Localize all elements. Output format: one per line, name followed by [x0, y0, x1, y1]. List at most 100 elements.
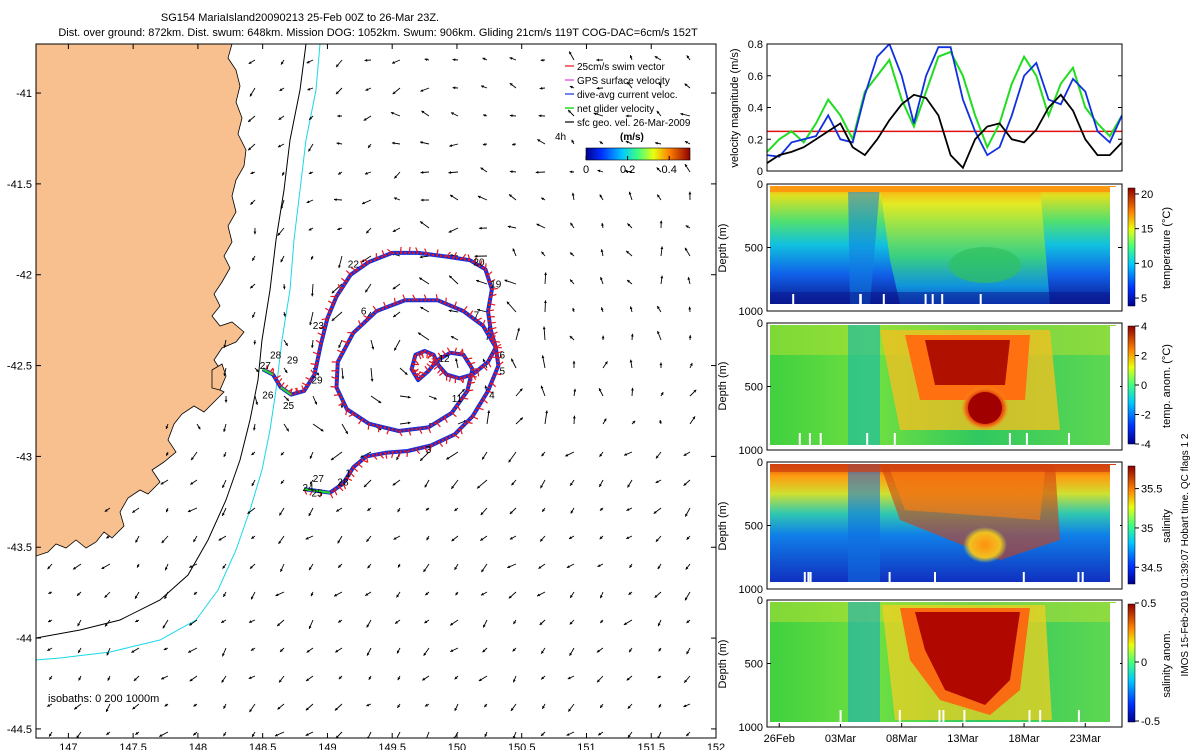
swim-vector	[398, 451, 402, 458]
geo-velocity-arrow-head	[540, 385, 544, 389]
geo-velocity-arrow-head	[686, 620, 690, 624]
geo-velocity-arrow-head	[483, 624, 486, 628]
section-depth-tick-label: 1000	[739, 722, 763, 734]
geo-velocity-arrow-head	[308, 227, 312, 231]
swim-vector	[437, 368, 442, 374]
geo-velocity-arrow-head	[632, 420, 636, 424]
geo-velocity-arrow-head	[566, 733, 570, 736]
geo-velocity-arrow-head	[450, 112, 454, 115]
section-depth-tick-label: 500	[745, 521, 763, 533]
geo-velocity-arrow-head	[159, 734, 163, 737]
legend-dac: dive-avg current veloc.	[577, 90, 678, 101]
missing-data-gap	[798, 433, 801, 447]
geo-velocity-arrow-head	[508, 459, 512, 463]
geo-velocity-arrow-head	[626, 536, 630, 539]
colorbar-tick-label: 10	[1141, 258, 1153, 270]
geo-velocity-arrow-head	[461, 389, 465, 392]
geo-velocity-arrow-head	[364, 171, 368, 175]
swim-vector	[484, 263, 487, 270]
swim-vector	[487, 361, 492, 368]
swim-vector	[342, 483, 347, 490]
geo-velocity-arrow-head	[421, 110, 425, 114]
map-y-tick-label: -43	[16, 451, 32, 463]
geo-velocity-arrow-head	[684, 83, 688, 87]
geo-velocity-arrow-head	[519, 417, 523, 421]
geo-velocity-arrow-head	[448, 171, 452, 174]
swim-vector	[429, 445, 432, 452]
geo-velocity-arrow-head	[454, 566, 458, 570]
geo-velocity-arrow-head	[569, 51, 572, 55]
geo-velocity-arrow-head	[511, 482, 515, 486]
swim-vector	[431, 358, 436, 364]
geo-velocity-arrow-head	[688, 335, 692, 338]
geo-velocity-arrow-head	[345, 430, 348, 434]
geo-velocity-arrow-head	[627, 223, 631, 227]
geo-velocity-arrow-head	[249, 565, 253, 569]
swim-vector	[327, 300, 334, 305]
geo-velocity-arrow-head	[519, 388, 523, 392]
colorbar-tick-label: 35.5	[1141, 484, 1162, 496]
geo-velocity-arrow-head	[541, 251, 545, 255]
geo-velocity-arrow-head	[331, 318, 335, 321]
geo-velocity-arrow-head	[335, 649, 339, 653]
geo-velocity-arrow-head	[597, 564, 601, 567]
geo-velocity-arrow-head	[397, 677, 401, 681]
missing-data-gap	[807, 572, 810, 586]
swim-vector	[435, 421, 441, 428]
geo-velocity-arrow-head	[507, 225, 511, 229]
geo-velocity-arrow-head	[363, 484, 367, 488]
geo-velocity-arrow-head	[539, 86, 543, 90]
map-colorbar-tick-label: 0.4	[662, 164, 677, 176]
swim-vector	[491, 287, 498, 290]
swim-vector	[315, 339, 322, 345]
geo-velocity-arrow-head	[626, 677, 630, 681]
geo-velocity-arrow-head	[510, 707, 514, 711]
geo-velocity-arrow-head	[599, 194, 603, 198]
geo-velocity-arrow-head	[506, 301, 510, 305]
swim-vector	[459, 428, 463, 435]
salinity-colorbar	[1127, 465, 1136, 585]
geo-velocity-arrow	[396, 731, 401, 738]
missing-data-gap	[1110, 603, 1120, 725]
geo-velocity-arrow-head	[474, 254, 478, 258]
temp-anomaly-panel: 0 500 1000 Depth (m) 4 2 0 -2 -4 temp. anom. (…	[717, 318, 1173, 457]
date-tick-label: 13Mar	[947, 733, 979, 745]
swim-vector	[417, 375, 423, 381]
geo-velocity-arrow-head	[446, 456, 450, 460]
geo-velocity-arrow-head	[396, 457, 399, 461]
geo-velocity-arrow	[367, 731, 372, 738]
geo-velocity-arrow-head	[396, 650, 400, 654]
missing-data-gap	[941, 294, 944, 308]
geo-velocity-arrow-head	[484, 385, 488, 389]
swim-vector	[363, 258, 370, 263]
geo-velocity-arrow-head	[131, 649, 135, 653]
geo-velocity-arrow-head	[392, 229, 396, 232]
geo-velocity-arrow-head	[248, 620, 252, 623]
colorbar-unit: (m/s)	[620, 132, 644, 143]
map-x-tick-label: 148.5	[249, 742, 277, 750]
velocity-background	[767, 44, 1122, 171]
track-day-label: 11	[452, 394, 463, 405]
geo-velocity-arrow-head	[570, 222, 574, 226]
geo-velocity-arrow-head	[248, 147, 252, 151]
swim-vector-track	[262, 251, 500, 494]
geo-velocity-arrow-head	[397, 704, 401, 708]
geo-velocity-arrow-head	[424, 484, 428, 488]
geo-velocity-arrow-head	[629, 564, 633, 568]
map-y-tick-label: -44.5	[7, 724, 32, 736]
geo-velocity-arrow-head	[224, 399, 228, 403]
colorbar-tick-label: 5	[1141, 293, 1147, 305]
geo-velocity-arrow-head	[223, 344, 227, 348]
swim-vector	[402, 294, 406, 301]
swim-vector	[469, 361, 476, 365]
geo-velocity-arrow-head	[482, 649, 486, 653]
geo-velocity-arrow-head	[394, 175, 398, 179]
geo-velocity-arrow-head	[542, 326, 546, 330]
geo-velocity-arrow-head	[420, 141, 423, 144]
map-x-tick-label: 147	[59, 742, 77, 750]
geo-velocity-arrow-head	[541, 650, 544, 654]
geo-velocity-arrow-head	[160, 481, 164, 485]
geo-velocity-arrow-head	[420, 170, 424, 174]
geo-velocity-arrow-head	[279, 88, 283, 91]
geo-velocity-arrow-head	[49, 733, 52, 737]
